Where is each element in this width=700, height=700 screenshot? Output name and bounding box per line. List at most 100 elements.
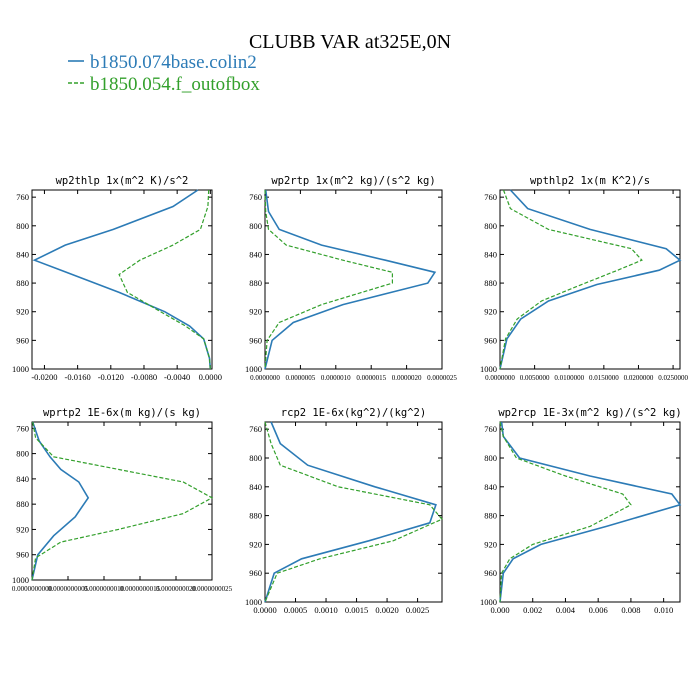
- x-tick-label: 0.0000020: [392, 374, 422, 382]
- x-tick-label: 0.0000025: [427, 374, 457, 382]
- y-tick-label: 760: [16, 423, 29, 433]
- x-tick-label: 0.0250000: [658, 374, 688, 382]
- y-tick-label: 840: [249, 482, 262, 492]
- y-tick-label: 1000: [245, 364, 262, 374]
- panel-1: wp2thlp 1x(m^2 K)/s^2 760 800 840 880 920 960 1…: [12, 175, 222, 382]
- y-tick-label: 800: [249, 453, 262, 463]
- y-tick-label: 960: [484, 568, 497, 578]
- series-line-base: [499, 421, 682, 603]
- y-tick-label: 1000: [12, 575, 29, 585]
- y-tick-label: 920: [16, 307, 29, 317]
- panel-title: wp2rtp 1x(m^2 kg)/(s^2 kg): [271, 175, 435, 187]
- series-line-outofbox: [264, 421, 443, 603]
- x-tick-label: 0.0015: [345, 605, 368, 615]
- y-tick-label: 960: [16, 550, 29, 560]
- x-tick-label: 0.000: [490, 605, 509, 615]
- panel-2: wp2rtp 1x(m^2 kg)/(s^2 kg) 760 800 840 880 92…: [245, 175, 457, 382]
- series-line-base: [499, 189, 682, 370]
- x-tick-label: 0.0000005: [286, 374, 316, 382]
- plot-frame: [499, 421, 681, 603]
- x-tick-label: 0.0005: [284, 605, 307, 615]
- x-tick-label: -0.0160: [65, 372, 91, 382]
- panel-3: wpthlp2 1x(m K^2)/s 760 800 840 880 920 960 100…: [480, 175, 688, 382]
- x-tick-label: -0.0200: [31, 372, 57, 382]
- y-tick-label: 800: [484, 453, 497, 463]
- panel-6: wp2rcp 1E-3x(m^2 kg)/(s^2 kg)760 800 840 88…: [480, 407, 682, 615]
- y-tick-label: 840: [16, 474, 29, 484]
- series-line-base: [31, 421, 90, 581]
- y-tick-label: 880: [16, 499, 29, 509]
- y-tick-label: 1000: [480, 364, 497, 374]
- y-tick-label: 880: [249, 278, 262, 288]
- y-tick-label: 920: [484, 539, 497, 549]
- plot-frame: [264, 421, 443, 603]
- panel-5: rcp2 1E-6x(kg^2)/(kg^2) 760 800 840 880 920 96…: [245, 407, 443, 615]
- y-tick-label: 880: [484, 511, 497, 521]
- panel-4: wprtp2 1E-6x(m kg)/(s kg) 760 800 840 880 920…: [12, 407, 233, 593]
- panel-title: wp2rcp 1E-3x(m^2 kg)/(s^2 kg): [498, 407, 681, 419]
- x-tick-label: 0.0050000: [520, 374, 550, 382]
- x-tick-label: 0.0000000015: [120, 585, 161, 593]
- plot-frame: [264, 189, 443, 370]
- y-tick-label: 920: [16, 524, 29, 534]
- x-tick-label: 0.006: [589, 605, 608, 615]
- x-tick-label: 0.0150000: [589, 374, 619, 382]
- figure-title: CLUBB VAR at325E,0N: [249, 31, 451, 53]
- series-line-base: [264, 189, 437, 370]
- legend: b1850.074base.colin2 b1850.054.f_outofbo…: [68, 52, 260, 95]
- x-tick-label: 0.0200000: [624, 374, 654, 382]
- y-tick-label: 840: [16, 249, 29, 259]
- x-tick-label: -0.0040: [164, 372, 190, 382]
- series-line-outofbox: [499, 421, 632, 603]
- panels: wp2thlp 1x(m^2 K)/s^2 760 800 840 880 920 960 1…: [12, 175, 689, 615]
- y-tick-label: 920: [249, 307, 262, 317]
- x-tick-label: -0.0120: [98, 372, 124, 382]
- panel-title: wprtp2 1E-6x(m kg)/(s kg): [43, 407, 201, 419]
- y-tick-label: 960: [249, 335, 262, 345]
- y-tick-label: 880: [16, 278, 29, 288]
- x-tick-label: 0.0100000: [554, 374, 584, 382]
- y-tick-label: 1000: [245, 597, 262, 607]
- y-tick-label: 760: [484, 192, 497, 202]
- y-tick-label: 800: [16, 449, 29, 459]
- legend-label-base: b1850.074base.colin2: [90, 52, 257, 73]
- x-tick-label: 0.0000000: [250, 374, 280, 382]
- x-tick-label: 0.008: [621, 605, 640, 615]
- x-tick-label: 0.0020: [375, 605, 398, 615]
- y-tick-label: 800: [16, 221, 29, 231]
- plot-frame: [31, 421, 213, 581]
- y-tick-label: 760: [249, 192, 262, 202]
- x-tick-label: 0.0000015: [356, 374, 386, 382]
- y-tick-label: 960: [484, 335, 497, 345]
- x-tick-label: 0.0000: [199, 372, 222, 382]
- x-tick-label: 0.0000000: [485, 374, 515, 382]
- y-tick-label: 1000: [480, 597, 497, 607]
- y-tick-label: 880: [484, 278, 497, 288]
- x-tick-label: 0.0000000025: [192, 585, 233, 593]
- y-tick-label: 960: [16, 335, 29, 345]
- plot-frame: [499, 189, 681, 370]
- y-tick-label: 960: [249, 568, 262, 578]
- series-line-outofbox: [264, 189, 393, 370]
- y-tick-label: 800: [249, 221, 262, 231]
- y-tick-label: 800: [484, 221, 497, 231]
- x-tick-label: 0.0000000000: [12, 585, 53, 593]
- y-tick-label: 920: [484, 307, 497, 317]
- x-tick-label: 0.0025: [406, 605, 429, 615]
- y-tick-label: 920: [249, 539, 262, 549]
- x-tick-label: 0.0000: [253, 605, 276, 615]
- x-tick-label: 0.0010: [314, 605, 337, 615]
- y-tick-label: 840: [484, 249, 497, 259]
- x-tick-label: 0.004: [556, 605, 576, 615]
- series-line-outofbox: [118, 189, 211, 370]
- panel-title: wpthlp2 1x(m K^2)/s: [530, 175, 650, 187]
- y-tick-label: 880: [249, 511, 262, 521]
- x-tick-label: 0.0000000005: [48, 585, 89, 593]
- panel-title: rcp2 1E-6x(kg^2)/(kg^2): [281, 407, 426, 419]
- panel-title: wp2thlp 1x(m^2 K)/s^2: [56, 175, 189, 187]
- y-tick-label: 760: [249, 424, 262, 434]
- plot-frame: [31, 189, 213, 370]
- x-tick-label: -0.0080: [131, 372, 157, 382]
- series-line-outofbox: [31, 421, 214, 581]
- series-line-base: [32, 189, 212, 370]
